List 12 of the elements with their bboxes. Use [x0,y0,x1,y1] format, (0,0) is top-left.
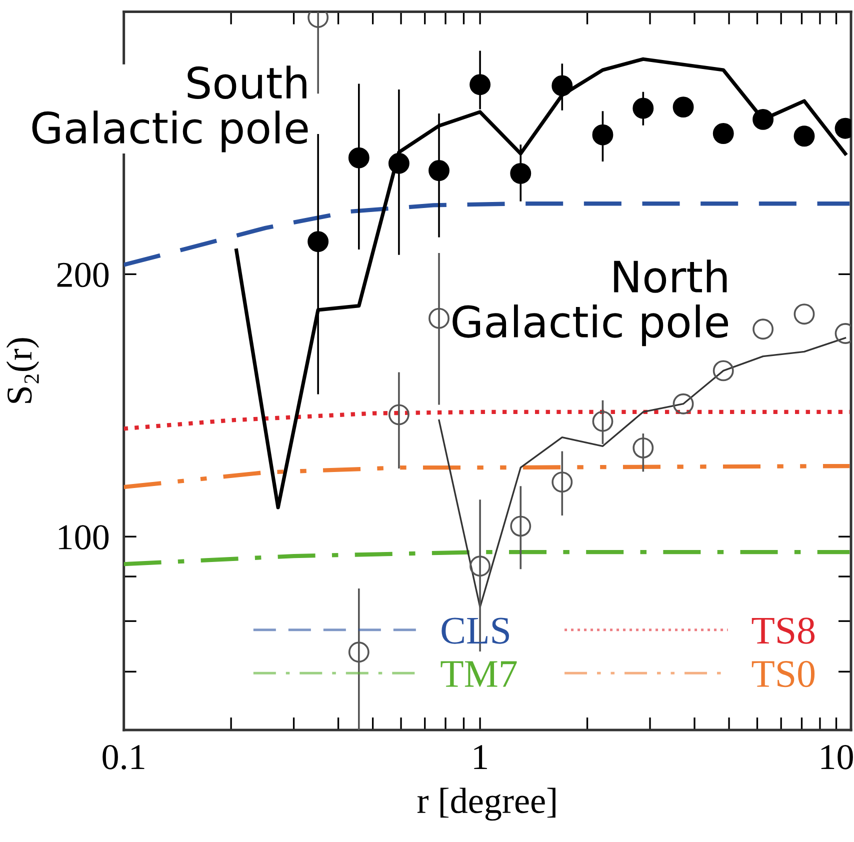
x-axis-title: r [degree] [417,788,556,821]
y-tick-label: 100 [58,525,109,550]
x-tick-label: 1 [474,745,487,769]
y-axis-title: S₂(r) [6,338,40,403]
annotation: North Galactic pole [452,260,728,346]
x-tick-label: 0.1 [102,744,144,770]
legend-label: TM7 [440,661,517,687]
legend-label: TS8 [752,618,815,644]
legend-label: TS0 [752,660,815,688]
x-tick-label: 10 [821,744,853,770]
annotation: South Galactic pole [32,66,308,152]
y-tick-label: 200 [57,262,109,288]
